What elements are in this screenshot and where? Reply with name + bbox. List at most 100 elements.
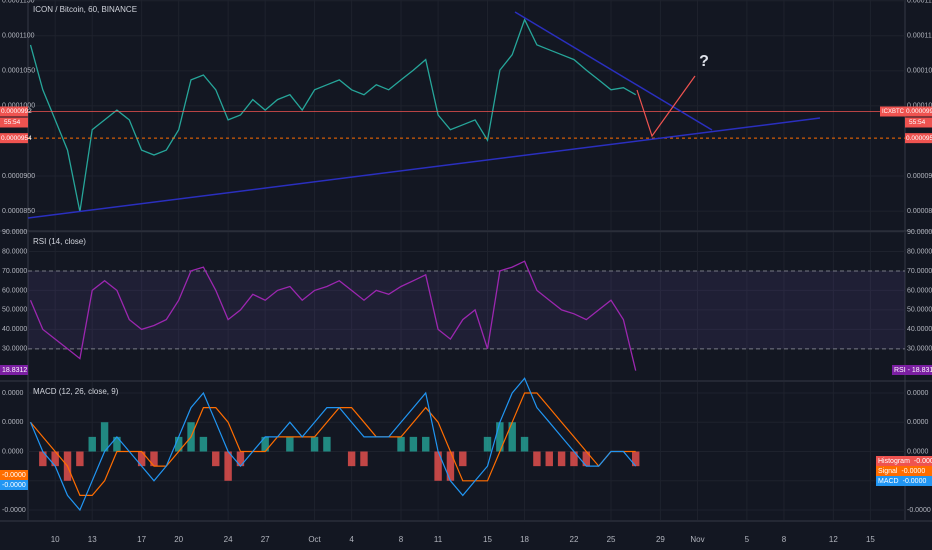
pane-title: MACD (12, 26, close, 9) bbox=[33, 387, 119, 396]
y-tick-label: 0.0000 bbox=[2, 448, 24, 455]
y-tick-label: 70.0000 bbox=[2, 268, 27, 275]
x-tick-label: 18 bbox=[520, 535, 529, 544]
x-tick-label: 5 bbox=[745, 535, 750, 544]
histogram-bar bbox=[360, 451, 368, 467]
y-tick-label: 40.0000 bbox=[907, 326, 932, 333]
y-tick-label: 0.0001000 bbox=[907, 103, 932, 110]
histogram-bar bbox=[409, 436, 418, 452]
support-label: 0.0000954 bbox=[906, 135, 932, 142]
y-tick-label: 0.0000900 bbox=[2, 173, 35, 180]
histogram-bar bbox=[582, 451, 591, 467]
y-tick-label: 0.0001050 bbox=[907, 68, 932, 75]
histogram-bar bbox=[557, 451, 566, 467]
trend-line bbox=[514, 11, 713, 131]
x-tick-label: 22 bbox=[570, 535, 579, 544]
series-line bbox=[30, 392, 636, 496]
last-value-label: 18.8312 bbox=[2, 367, 27, 374]
histogram-bar bbox=[483, 436, 492, 452]
x-tick-label: 27 bbox=[261, 535, 270, 544]
series-line bbox=[29, 17, 637, 212]
x-tick-label: 12 bbox=[829, 535, 838, 544]
histogram-bar bbox=[113, 436, 121, 452]
x-tick-label: 8 bbox=[399, 535, 404, 544]
y-tick-label: 0.0001050 bbox=[2, 68, 35, 75]
histogram-bar bbox=[88, 436, 96, 452]
forecast-arrow bbox=[636, 75, 696, 138]
last-value-box bbox=[0, 480, 28, 490]
support-box bbox=[0, 133, 28, 144]
countdown-box bbox=[0, 117, 28, 128]
last-value-box bbox=[876, 456, 932, 466]
histogram-bar bbox=[261, 436, 269, 452]
x-tick-label: 20 bbox=[174, 535, 183, 544]
price-label: 0.0000992 bbox=[1, 108, 32, 115]
histogram-bar bbox=[150, 451, 158, 467]
series-name: Histogram bbox=[878, 458, 910, 465]
last-value-label: -0.0000 bbox=[2, 482, 26, 489]
last-value-box bbox=[0, 470, 28, 480]
last-value-label: Signal -0.0000 bbox=[878, 468, 925, 475]
y-tick-label: 50.0000 bbox=[2, 307, 27, 314]
y-tick-label: 0.0001150 bbox=[2, 0, 35, 5]
trend-line bbox=[27, 117, 821, 219]
y-tick-label: 70.0000 bbox=[907, 268, 932, 275]
series-line bbox=[29, 260, 637, 371]
y-tick-label: 0.0000 bbox=[907, 448, 929, 455]
rsi-band bbox=[28, 270, 905, 349]
y-tick-label: 50.0000 bbox=[907, 307, 932, 314]
y-tick-label: 0.0000 bbox=[2, 419, 24, 426]
x-tick-label: 25 bbox=[607, 535, 616, 544]
y-tick-label: 60.0000 bbox=[2, 287, 27, 294]
histogram-bar bbox=[212, 451, 220, 467]
y-tick-label: 0.0001150 bbox=[907, 0, 932, 5]
series-name: MACD bbox=[878, 478, 899, 485]
histogram-bar bbox=[520, 436, 529, 452]
histogram-bar bbox=[533, 451, 541, 467]
pane-title: ICON / Bitcoin, 60, BINANCE bbox=[33, 5, 137, 14]
annotation: ? bbox=[699, 53, 709, 70]
histogram-bar bbox=[39, 451, 47, 467]
price-box bbox=[0, 106, 28, 117]
countdown-label: 55:54 bbox=[4, 119, 21, 126]
histogram-bar bbox=[224, 451, 232, 481]
x-tick-label: 10 bbox=[51, 535, 60, 544]
histogram-bar bbox=[632, 451, 640, 467]
histogram-bar bbox=[236, 451, 245, 467]
series-name: Signal bbox=[878, 468, 898, 475]
last-value-label: -0.0000 bbox=[2, 472, 26, 479]
y-tick-label: 60.0000 bbox=[907, 287, 932, 294]
last-value-box bbox=[876, 466, 932, 476]
symbol-box bbox=[880, 106, 905, 117]
y-tick-label: 0.0000 bbox=[907, 419, 929, 426]
histogram-bar bbox=[397, 436, 405, 452]
y-tick-label: 40.0000 bbox=[2, 326, 27, 333]
y-tick-label: 0.0000 bbox=[2, 390, 24, 397]
y-tick-label: 30.0000 bbox=[907, 346, 932, 353]
support-box bbox=[905, 133, 932, 144]
histogram-bar bbox=[76, 451, 84, 467]
last-value-box bbox=[0, 365, 28, 375]
histogram-bar bbox=[545, 451, 553, 467]
x-tick-label: 11 bbox=[434, 535, 443, 544]
histogram-bar bbox=[199, 436, 208, 452]
histogram-bar bbox=[174, 436, 183, 452]
histogram-bar bbox=[323, 436, 331, 452]
x-tick-label: 13 bbox=[88, 535, 97, 544]
series-last: -0.0000 bbox=[901, 468, 925, 475]
price-box bbox=[905, 106, 932, 117]
histogram-bar bbox=[496, 422, 504, 452]
pane-title: RSI (14, close) bbox=[33, 237, 86, 246]
series-last: -0.0000 bbox=[914, 458, 932, 465]
histogram-bar bbox=[137, 451, 146, 467]
last-value-box bbox=[892, 365, 932, 375]
x-tick-label: 17 bbox=[137, 535, 146, 544]
x-tick-label: 15 bbox=[866, 535, 875, 544]
countdown-box bbox=[905, 117, 932, 128]
y-tick-label: -0.0000 bbox=[2, 507, 26, 514]
y-tick-label: -0.0000 bbox=[907, 507, 931, 514]
support-label: 0.0000954 bbox=[1, 135, 32, 142]
histogram-bar bbox=[51, 451, 59, 467]
x-tick-label: Oct bbox=[308, 535, 321, 544]
